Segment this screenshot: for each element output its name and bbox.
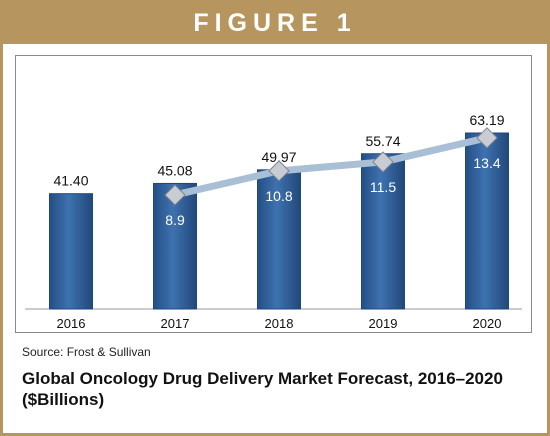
line-point-marker xyxy=(164,184,186,206)
x-tick-label: 2017 xyxy=(161,316,190,331)
line-value-label: 8.9 xyxy=(165,212,185,228)
bar-2019 xyxy=(361,153,405,310)
bar-value-label: 49.97 xyxy=(261,149,296,165)
x-tick-label: 2018 xyxy=(265,316,294,331)
market-forecast-chart: 41.40 45.08 49.97 55.74 63.19 2016 2017 2018 201… xyxy=(25,112,522,331)
source-note: Source: Frost & Sullivan xyxy=(22,345,151,359)
x-tick-label: 2019 xyxy=(369,316,398,331)
line-point-marker xyxy=(372,151,394,173)
bar-2018 xyxy=(257,169,301,310)
figure-banner: FIGURE 1 xyxy=(3,3,547,44)
line-value-label: 11.5 xyxy=(370,179,396,195)
line-value-label: 10.8 xyxy=(265,188,292,204)
line-point-marker xyxy=(268,160,290,182)
figure-caption: Global Oncology Drug Delivery Market For… xyxy=(22,369,503,409)
x-tick-label: 2020 xyxy=(473,316,502,331)
line-point-marker xyxy=(476,127,498,149)
bar-value-label: 41.40 xyxy=(53,173,88,189)
bar-value-label: 55.74 xyxy=(365,133,400,149)
bar-value-label: 45.08 xyxy=(157,162,192,178)
line-value-label: 13.4 xyxy=(473,155,500,171)
bar-2016 xyxy=(49,193,93,310)
x-tick-label: 2016 xyxy=(57,316,86,331)
growth-line xyxy=(171,134,491,199)
bar-value-label: 63.19 xyxy=(469,112,504,128)
bar-2020 xyxy=(465,132,509,310)
